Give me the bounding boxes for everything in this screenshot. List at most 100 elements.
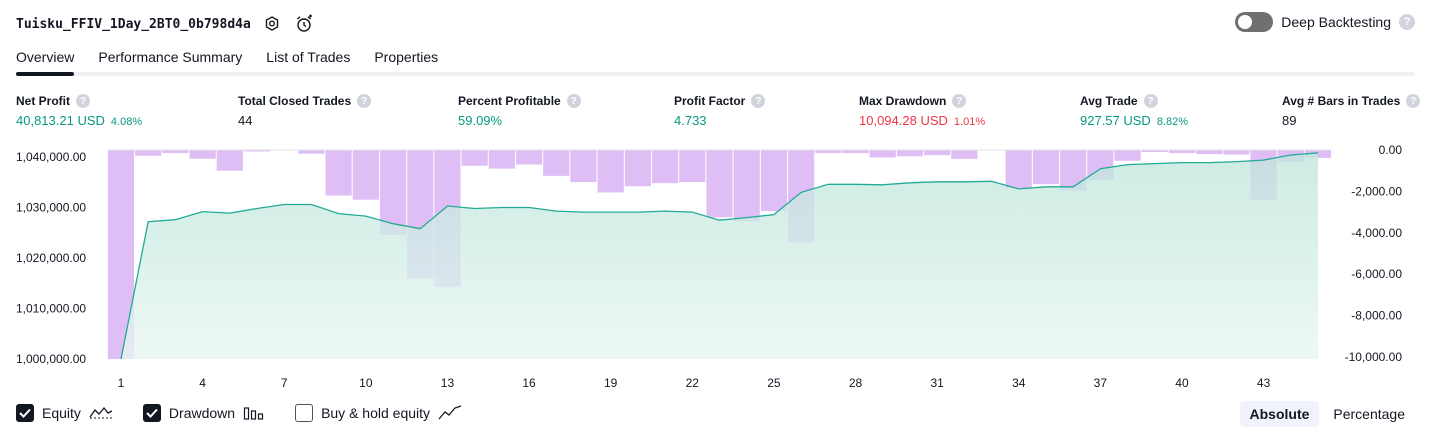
toggle-knob (1238, 15, 1253, 29)
drawdown-bar (1196, 150, 1223, 155)
right-axis-tick-label: -2,000.00 (1351, 184, 1402, 198)
drawdown-bar (896, 150, 924, 157)
strategy-header: Tuisku_FFIV_1Day_2BT0_0b798d4a (16, 10, 315, 38)
drawdown-bar (488, 150, 515, 169)
drawdown-bar (298, 150, 325, 154)
deep-backtesting-toggle[interactable] (1235, 12, 1274, 32)
strategy-title: Tuisku_FFIV_1Day_2BT0_0b798d4a (16, 16, 251, 32)
settings-icon[interactable] (261, 13, 283, 35)
drawdown-bar (1114, 150, 1141, 161)
equity-checkbox[interactable] (16, 404, 34, 422)
x-axis-tick-label: 10 (359, 376, 373, 390)
stat-avg-trade: Avg Trade? 927.57 USD 8.82% (1080, 93, 1188, 128)
left-axis-tick-label: 1,020,000.00 (16, 251, 86, 265)
drawdown-bar (651, 150, 679, 184)
stat-label: Total Closed Trades (238, 94, 352, 108)
drawdown-bar (543, 150, 570, 176)
drawdown-bar (570, 150, 597, 183)
tab-performance-summary[interactable]: Performance Summary (98, 49, 243, 65)
legend-equity[interactable]: Equity (16, 404, 113, 422)
equity-area (120, 152, 1319, 360)
absolute-button[interactable]: Absolute (1239, 401, 1320, 427)
help-icon[interactable]: ? (76, 94, 90, 108)
left-axis-tick-label: 1,040,000.00 (16, 150, 86, 164)
left-axis-tick-label: 1,010,000.00 (16, 302, 86, 316)
legend-buy-hold[interactable]: Buy & hold equity (295, 404, 462, 422)
buy-hold-line-icon (438, 405, 462, 420)
x-axis-tick-label: 7 (281, 376, 288, 390)
help-icon[interactable]: ? (751, 94, 766, 108)
drawdown-bar (325, 150, 352, 196)
stat-value: 44 (238, 113, 253, 128)
drawdown-bar (1223, 150, 1250, 155)
stat-percent-profitable: Percent Profitable? 59.09% (458, 93, 581, 128)
drawdown-bar (624, 150, 651, 187)
stats-row: Net Profit? 40,813.21 USD 4.08% Total Clo… (16, 93, 1421, 129)
equity-area-fill (121, 152, 1318, 359)
deep-backtesting-label: Deep Backtesting (1281, 14, 1391, 30)
stat-total-closed-trades: Total Closed Trades? 44 (238, 93, 372, 128)
help-icon[interactable]: ? (952, 94, 967, 108)
equity-line (120, 152, 1319, 360)
stat-value: 89 (1282, 113, 1297, 128)
drawdown-bar (869, 150, 896, 158)
drawdown-bar (352, 150, 379, 200)
drawdown-bar (515, 150, 543, 165)
stat-label: Profit Factor (674, 94, 746, 108)
help-icon[interactable]: ? (1399, 14, 1415, 30)
stat-profit-factor: Profit Factor? 4.733 (674, 93, 766, 128)
x-axis-tick-label: 4 (199, 376, 206, 390)
drawdown-bar (679, 150, 706, 183)
deep-backtesting: Deep Backtesting ? (1235, 12, 1415, 32)
stat-label: Max Drawdown (859, 94, 947, 108)
help-icon[interactable]: ? (1143, 94, 1158, 108)
tab-properties[interactable]: Properties (374, 49, 439, 65)
help-icon[interactable]: ? (357, 94, 372, 108)
x-axis-tick-label: 1 (118, 376, 125, 390)
drawdown-bar (1141, 150, 1168, 153)
x-axis-tick-label: 34 (1012, 376, 1026, 390)
right-axis-tick-label: -10,000.00 (1345, 350, 1403, 364)
stat-net-profit: Net Profit? 40,813.21 USD 4.08% (16, 93, 142, 128)
x-axis-tick-label: 40 (1175, 376, 1189, 390)
left-axis-tick-label: 1,030,000.00 (16, 201, 86, 215)
x-axis-tick-label: 22 (686, 376, 700, 390)
drawdown-checkbox[interactable] (142, 404, 161, 422)
alert-clock-icon[interactable] (293, 13, 315, 35)
help-icon[interactable]: ? (566, 94, 581, 108)
drawdown-bar (1168, 150, 1196, 154)
drawdown-bar (135, 150, 162, 156)
drawdown-bar (1032, 150, 1060, 185)
tab-bar-divider (16, 72, 1415, 76)
stat-max-drawdown: Max Drawdown? 10,094.28 USD 1.01% (859, 93, 985, 128)
help-icon[interactable]: ? (1406, 94, 1421, 108)
tab-overview[interactable]: Overview (16, 44, 75, 76)
x-axis-tick-label: 43 (1257, 376, 1271, 390)
right-axis-tick-label: -4,000.00 (1351, 226, 1402, 240)
right-axis-tick-label: -8,000.00 (1351, 309, 1402, 323)
drawdown-bar (216, 150, 243, 171)
drawdown-bar (760, 150, 788, 212)
drawdown-bar (733, 150, 760, 222)
right-axis-tick-label: 0.00 (1379, 143, 1403, 157)
x-axis-tick-label: 37 (1094, 376, 1108, 390)
legend-drawdown-label: Drawdown (168, 405, 236, 421)
drawdown-bar (924, 150, 951, 156)
buy-hold-checkbox[interactable] (295, 404, 314, 422)
left-axis-tick-label: 1,000,000.00 (16, 352, 86, 366)
x-axis-tick-label: 13 (441, 376, 455, 390)
stat-percent: 8.82% (1156, 116, 1189, 128)
tab-list-of-trades[interactable]: List of Trades (266, 49, 351, 65)
x-axis-tick-label: 28 (849, 376, 863, 390)
legend-buy-hold-label: Buy & hold equity (321, 405, 431, 421)
equity-drawdown-chart[interactable]: 1,040,000.00 1,030,000.00 1,020,000.00 1,01… (0, 140, 1431, 392)
stat-label: Avg # Bars in Trades (1282, 94, 1401, 108)
stat-value: 10,094.28 USD (859, 113, 948, 128)
stat-percent: 4.08% (110, 116, 143, 128)
equity-line-icon (89, 406, 113, 419)
chart-axes: 1,040,000.00 1,030,000.00 1,020,000.00 1,01… (16, 143, 1402, 390)
stat-value: 59.09% (458, 113, 503, 128)
legend-drawdown[interactable]: Drawdown (142, 404, 265, 422)
percentage-button[interactable]: Percentage (1333, 406, 1405, 422)
drawdown-bar (189, 150, 216, 159)
